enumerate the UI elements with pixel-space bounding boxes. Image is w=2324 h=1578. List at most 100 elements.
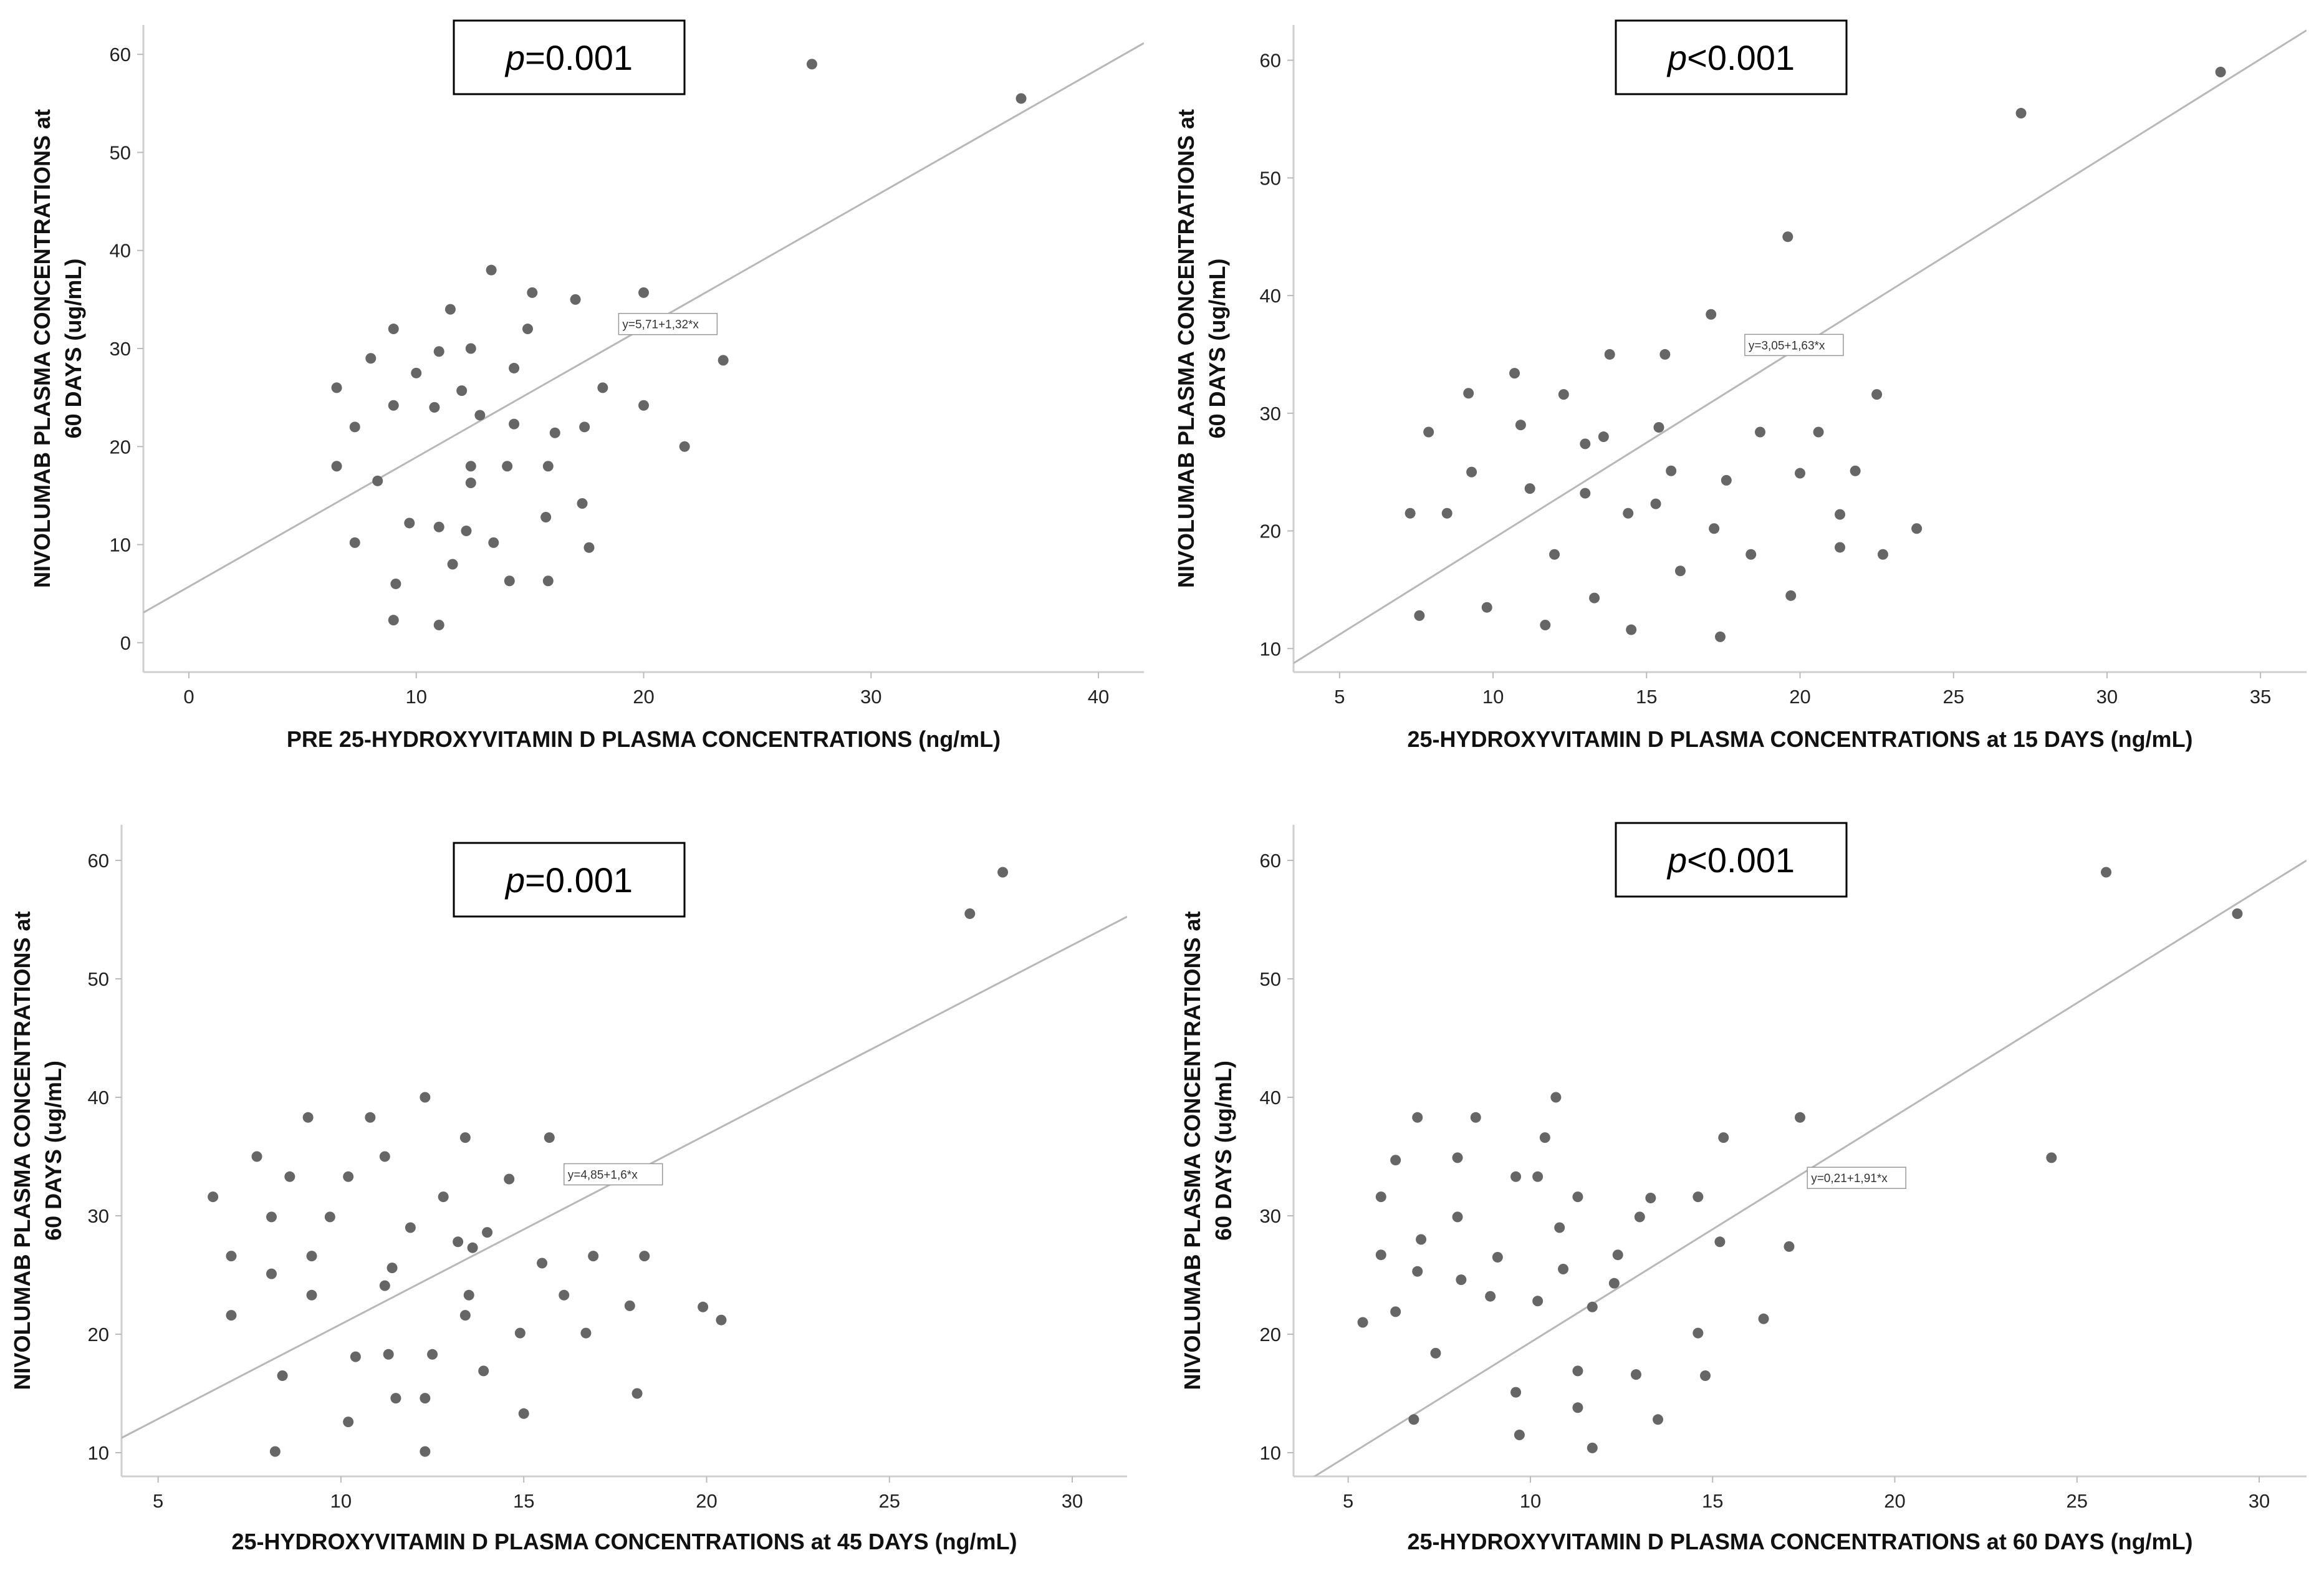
y-tick-label: 50	[1260, 167, 1281, 189]
data-point	[331, 461, 342, 472]
data-point	[514, 1327, 526, 1339]
data-point	[456, 385, 468, 397]
data-point	[459, 1132, 471, 1143]
y-tick-label: 60	[1260, 850, 1281, 872]
y-tick-label: 10	[110, 534, 131, 556]
data-point	[1598, 431, 1609, 443]
equation-box	[618, 312, 718, 335]
data-point	[465, 477, 476, 488]
data-point	[1782, 231, 1793, 243]
data-point	[631, 1388, 643, 1399]
data-point	[1452, 1211, 1463, 1223]
data-point	[1452, 1152, 1463, 1163]
data-point	[453, 1236, 464, 1248]
data-point	[716, 1314, 727, 1325]
y-tick-label: 20	[1260, 1324, 1281, 1345]
y-tick-label: 30	[88, 1205, 109, 1227]
x-tick-label: 10	[405, 686, 426, 708]
y-tick-label: 20	[110, 436, 131, 458]
data-point	[488, 537, 499, 548]
data-point	[2015, 108, 2027, 119]
data-point	[542, 461, 554, 472]
data-point	[1441, 508, 1452, 519]
data-point	[1510, 1387, 1522, 1398]
data-point	[365, 1112, 376, 1123]
data-point	[806, 59, 817, 70]
p-value: <0.001	[1687, 38, 1795, 77]
data-point	[540, 512, 552, 523]
data-point	[269, 1446, 281, 1457]
data-point	[1754, 426, 1765, 438]
data-point	[1390, 1306, 1401, 1317]
data-point	[1604, 349, 1615, 360]
equation-box	[563, 1163, 663, 1186]
data-point	[465, 343, 476, 354]
data-point	[580, 1327, 592, 1339]
data-point	[478, 1365, 489, 1377]
data-point	[324, 1211, 335, 1223]
data-point	[1414, 610, 1425, 621]
x-tick-label: 30	[2096, 686, 2118, 708]
p-value-text: p=0.001	[504, 38, 633, 77]
data-point	[459, 1310, 471, 1321]
y-tick-label: 50	[110, 142, 131, 163]
data-point	[544, 1132, 555, 1143]
data-point	[1587, 1442, 1598, 1453]
x-tick-label: 5	[1343, 1490, 1353, 1512]
data-point	[365, 353, 377, 364]
x-tick-label: 10	[1482, 686, 1504, 708]
y-tick-label: 60	[110, 44, 131, 65]
p-value: =0.001	[525, 860, 633, 900]
data-point	[266, 1268, 277, 1279]
x-tick-label: 5	[153, 1490, 163, 1512]
data-point	[964, 908, 976, 919]
y-tick-label: 10	[88, 1442, 109, 1464]
data-point	[1375, 1191, 1386, 1203]
data-point	[2046, 1152, 2057, 1163]
data-point	[1463, 388, 1474, 399]
data-point	[638, 287, 649, 298]
data-point	[522, 324, 533, 335]
data-point	[1877, 549, 1888, 560]
data-point	[549, 427, 560, 438]
data-point	[1634, 1211, 1645, 1223]
data-point	[1674, 565, 1686, 577]
y-tick-label: 30	[110, 338, 131, 360]
data-point	[404, 517, 415, 529]
data-point	[1653, 421, 1664, 433]
data-point	[2232, 908, 2243, 919]
data-point	[1745, 549, 1757, 560]
data-point	[343, 1171, 354, 1182]
equation-box	[1744, 334, 1844, 357]
data-point	[465, 461, 476, 472]
data-point	[639, 1251, 650, 1262]
x-tick-label: 15	[513, 1490, 534, 1512]
x-tick-label: 30	[860, 686, 881, 708]
data-point	[372, 475, 383, 486]
data-point	[1572, 1402, 1583, 1413]
data-point	[388, 400, 399, 411]
data-point	[433, 620, 444, 631]
data-point	[579, 421, 590, 433]
data-point	[1509, 368, 1520, 379]
data-point	[467, 1242, 478, 1253]
data-point	[1492, 1252, 1503, 1263]
data-point	[388, 324, 399, 335]
data-point	[1404, 508, 1416, 519]
x-tick-label: 5	[1334, 686, 1345, 708]
y-tick-label: 40	[1260, 285, 1281, 307]
data-point	[1589, 592, 1600, 604]
p-symbol: p	[1666, 38, 1687, 77]
data-point	[509, 362, 520, 373]
data-point	[420, 1446, 431, 1457]
data-point	[1510, 1171, 1522, 1182]
data-point	[1572, 1191, 1583, 1203]
y-tick-label: 60	[88, 850, 109, 872]
data-point	[474, 410, 486, 421]
data-point	[1666, 465, 1677, 476]
x-tick-label: 35	[2250, 686, 2271, 708]
data-point	[444, 304, 456, 315]
data-point	[1709, 523, 1720, 534]
data-point	[997, 867, 1009, 878]
data-point	[1650, 498, 1661, 509]
